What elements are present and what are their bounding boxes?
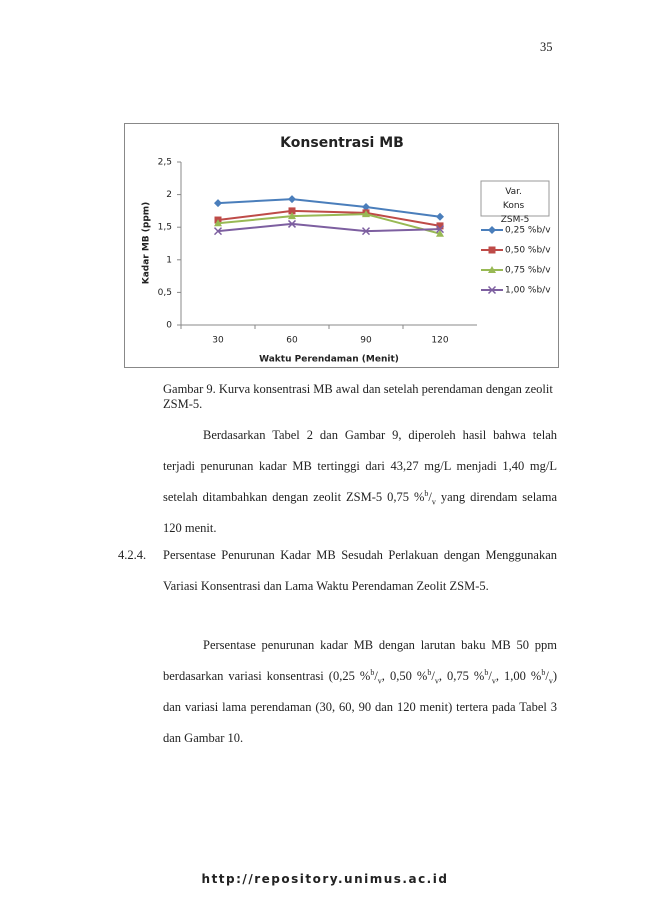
figure-caption: Gambar 9. Kurva konsentrasi MB awal dan …: [163, 382, 558, 412]
marker: [362, 202, 370, 211]
marker: [487, 285, 497, 295]
marker: [436, 212, 444, 221]
text: Persentase penurunan kadar MB dengan lar…: [163, 638, 557, 683]
marker: [361, 227, 371, 236]
sup: b: [541, 667, 546, 677]
text: , 0,75 %: [438, 669, 485, 683]
sup: b: [484, 667, 489, 677]
text: yang direndam selama 120 menit.: [163, 490, 557, 535]
series-line: [217, 209, 441, 227]
legend-label: 0,25 %b/v: [505, 226, 551, 236]
chart: Konsentrasi MB Waktu Perendaman (Menit) …: [124, 123, 559, 368]
marker: [288, 195, 296, 204]
sub: v: [431, 497, 436, 507]
legend-title: Var. Kons ZSM-5: [501, 187, 530, 225]
caption-label: Gambar 9.: [163, 382, 216, 396]
x-axis-title: Waktu Perendaman (Menit): [259, 355, 399, 365]
sup: b: [424, 488, 429, 498]
marker: [435, 225, 445, 234]
caption-text: Kurva konsentrasi MB awal dan setelah pe…: [163, 382, 553, 411]
legend-title-line: Var.: [505, 187, 525, 197]
sub: v: [491, 676, 496, 686]
marker: [288, 212, 296, 220]
legend-title-line: Kons: [503, 201, 527, 211]
chart-frame: [124, 123, 559, 368]
legend-title-line: ZSM-5: [501, 215, 530, 225]
x-tick-label: 120: [431, 336, 448, 346]
text: , 0,50 %: [381, 669, 428, 683]
y-tick-label: 2: [166, 190, 172, 200]
legend-label: 1,00 %b/v: [505, 286, 551, 296]
series-line: [217, 222, 441, 233]
marker: [488, 246, 496, 254]
text: /: [431, 669, 435, 683]
chart-title: Konsentrasi MB: [280, 135, 404, 151]
sup: b: [427, 667, 432, 677]
legend-box: [480, 180, 550, 217]
marker: [362, 210, 370, 218]
paragraph: Persentase penurunan kadar MB dengan lar…: [163, 630, 557, 754]
sub: v: [548, 676, 553, 686]
legend-label: 0,50 %b/v: [505, 246, 551, 256]
y-axis-title: Kadar MB (ppm): [142, 202, 152, 285]
marker: [287, 219, 297, 228]
x-tick-label: 60: [286, 336, 298, 346]
sup: b: [370, 667, 375, 677]
series-line: [217, 213, 441, 235]
marker: [288, 207, 296, 215]
marker: [213, 227, 223, 236]
marker: [214, 219, 222, 227]
y-tick-label: 0,5: [158, 288, 172, 298]
text: , 1,00 %: [495, 669, 542, 683]
marker: [214, 199, 222, 208]
x-tick-label: 90: [360, 336, 372, 346]
page-number: 35: [540, 40, 553, 54]
marker: [436, 222, 444, 230]
y-tick-label: 1: [166, 255, 172, 265]
marker: [488, 266, 496, 273]
paragraph: Berdasarkan Tabel 2 dan Gambar 9, dipero…: [163, 420, 557, 544]
sub: v: [377, 676, 382, 686]
text: /: [545, 669, 549, 683]
text: ) dan variasi lama perendaman (30, 60, 9…: [163, 669, 558, 745]
text: /: [374, 669, 378, 683]
marker: [436, 229, 444, 237]
section-number: 4.2.4.: [118, 548, 147, 562]
y-tick-label: 1,5: [158, 223, 172, 233]
footer: http://repository.unimus.ac.id: [201, 872, 449, 886]
series-line: [217, 198, 441, 218]
sub: v: [434, 676, 439, 686]
text: /: [428, 490, 432, 504]
marker: [488, 226, 496, 234]
legend-label: 0,75 %b/v: [505, 266, 551, 276]
y-tick-label: 2,5: [158, 158, 172, 168]
section-title: Persentase Penurunan Kadar MB Sesudah Pe…: [163, 548, 557, 593]
y-tick-label: 0: [166, 321, 172, 331]
x-tick-label: 30: [212, 336, 224, 346]
text: Berdasarkan Tabel 2 dan Gambar 9, dipero…: [163, 428, 557, 504]
text: /: [488, 669, 492, 683]
